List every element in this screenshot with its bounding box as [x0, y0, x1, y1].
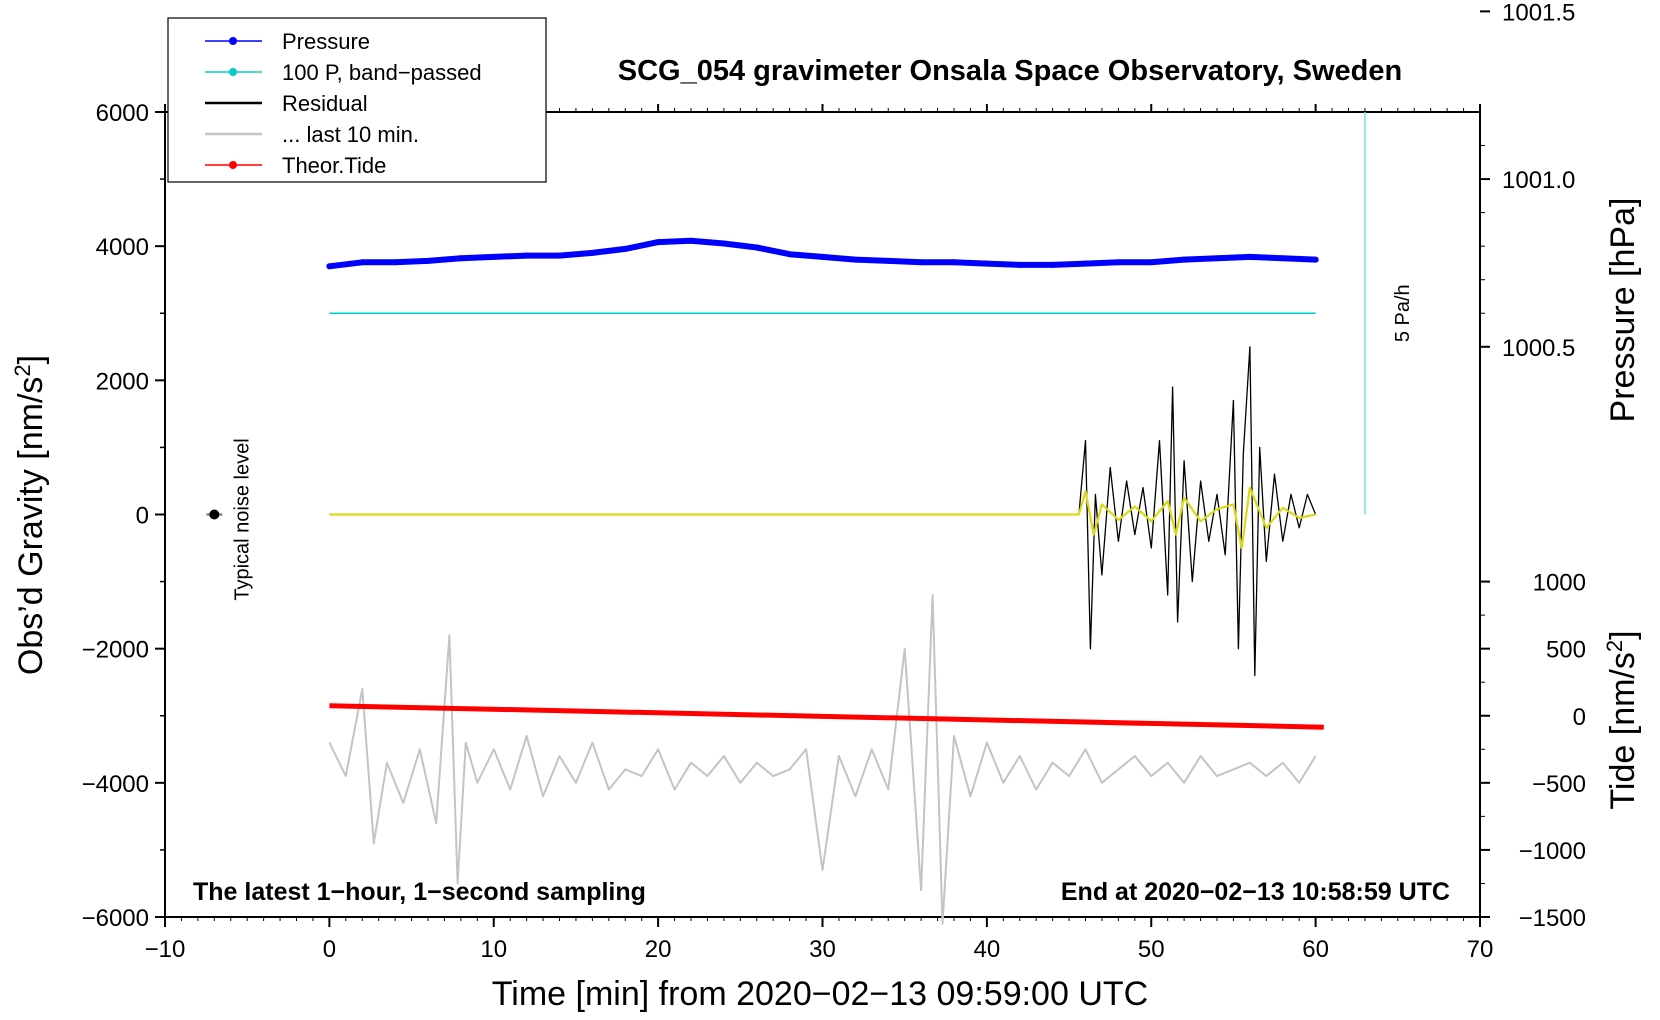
y-tick-label: 6000 [96, 100, 149, 127]
left-y-axis-title: Obs’d Gravity [nm/s2] [10, 355, 51, 675]
noise-marker-dot [209, 509, 220, 520]
series-pressure-point [1148, 259, 1155, 266]
series-pressure-point [753, 244, 760, 251]
series-pressure-point [1214, 255, 1220, 262]
pressure-axis-title: Pressure [hPa] [1604, 198, 1642, 423]
tide-axis-title: Tide [nm/s2] [1602, 630, 1643, 809]
legend: Pressure 100 P, band−passed Residual ... la… [167, 17, 547, 183]
series-pressure-point [392, 259, 399, 266]
tide-tick-label: 500 [1546, 637, 1586, 664]
legend-label: Residual [282, 91, 368, 116]
x-tick-label: 0 [323, 936, 336, 963]
x-tick-label: 60 [1302, 936, 1329, 963]
series-pressure-point [1082, 260, 1089, 267]
y-tick-label: 4000 [96, 234, 149, 261]
chart-title: SCG_054 gravimeter Onsala Space Observat… [618, 55, 1402, 87]
y-tick-label: −6000 [82, 905, 149, 932]
pressure-tick-label: 1001.0 [1502, 167, 1575, 194]
tide-tick-label: 1000 [1533, 570, 1586, 597]
series-pressure-point [1049, 261, 1056, 268]
series-pressure-point [720, 240, 727, 247]
legend-label: 100 P, band−passed [282, 60, 482, 85]
series-pressure-point [589, 249, 596, 256]
series-pressure-point [1279, 255, 1286, 262]
series-pressure-point [622, 245, 629, 252]
series-pressure-point [951, 259, 957, 266]
y-tick-label: −2000 [82, 637, 149, 664]
series-layer [206, 112, 1366, 925]
series-pressure-point [326, 263, 333, 270]
series-pressure-point [556, 252, 563, 259]
tide-tick-label: −1000 [1519, 838, 1586, 865]
series-theor-tide-line [329, 703, 1324, 730]
series-pressure-point [786, 251, 793, 258]
series-pressure-point [1181, 256, 1188, 263]
series-pressure-point [1246, 253, 1253, 260]
x-tick-label: −10 [145, 936, 186, 963]
pressure-tick-label: 1000.5 [1502, 335, 1575, 362]
series-pressure-point [1312, 256, 1319, 263]
tide-axis: 1000 500 0 −500 −1000 −1500 [1480, 570, 1586, 932]
series-residual-line [329, 346, 1317, 677]
series-pressure-line [326, 237, 1319, 270]
x-tick-label: 20 [645, 936, 672, 963]
x-tick-label: 10 [480, 936, 507, 963]
x-tick-label: 50 [1138, 936, 1165, 963]
series-pressure-point [359, 259, 366, 266]
x-axis: −10 0 10 20 30 40 50 60 70 [145, 104, 1494, 963]
series-pressure-point [852, 256, 859, 263]
x-tick-label: 40 [974, 936, 1001, 963]
series-pressure-point [819, 253, 826, 260]
legend-marker [229, 161, 237, 169]
series-pressure-point [918, 259, 925, 266]
x-tick-label: 30 [809, 936, 836, 963]
series-pressure-point [1115, 259, 1122, 266]
series-pressure-point [523, 252, 530, 259]
series-pressure-point [425, 257, 431, 264]
legend-marker [229, 37, 237, 45]
scale-bar-label: 5 Pa/h [1392, 284, 1414, 342]
pressure-tick-label: 1001.5 [1502, 0, 1575, 26]
tide-tick-label: 0 [1573, 704, 1586, 731]
series-last-10-min-line [328, 594, 1317, 925]
tide-tick-label: −500 [1532, 771, 1586, 798]
series-pressure-point [490, 253, 497, 260]
legend-label: Theor.Tide [282, 153, 386, 178]
series-pressure-point [1016, 261, 1023, 268]
series-pressure-point [457, 255, 464, 262]
left-y-axis: 6000 4000 2000 0 −2000 −4000 −6000 [82, 100, 165, 932]
y-tick-label: 0 [136, 503, 149, 530]
legend-label: Pressure [282, 29, 370, 54]
series-pressure-point [688, 237, 694, 244]
series-residual-band-pass-line [329, 486, 1316, 550]
noise-level-label: Typical noise level [231, 438, 253, 600]
series-pressure-point [885, 257, 892, 264]
y-tick-label: −4000 [82, 771, 149, 798]
x-tick-label: 70 [1467, 936, 1494, 963]
legend-box [167, 17, 547, 183]
y-tick-label: 2000 [96, 368, 149, 395]
end-time-note: End at 2020−02−13 10:58:59 UTC [1061, 878, 1450, 906]
x-axis-title: Time [min] from 2020−02−13 09:59:00 UTC [492, 975, 1148, 1013]
legend-marker [229, 68, 237, 76]
tide-tick-label: −1500 [1519, 905, 1586, 932]
series-pressure-point [983, 260, 990, 267]
legend-label: ... last 10 min. [282, 122, 419, 147]
series-pressure-point [655, 239, 662, 246]
sampling-note: The latest 1−hour, 1−second sampling [193, 878, 646, 906]
